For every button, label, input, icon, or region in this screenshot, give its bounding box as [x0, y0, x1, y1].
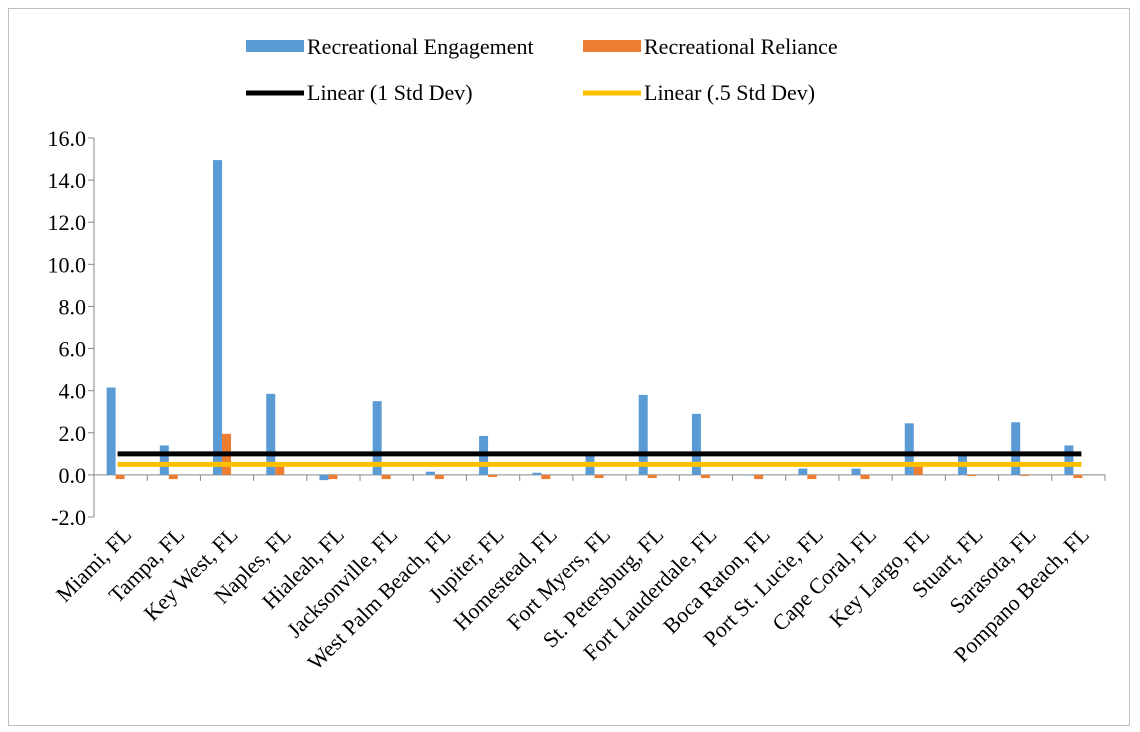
legend: Recreational Engagement Recreational Rel… — [246, 34, 838, 105]
legend-label-1-std-dev: Linear (1 Std Dev) — [307, 80, 473, 105]
legend-item-reliance: Recreational Reliance — [583, 34, 838, 59]
reliance-bar — [541, 474, 551, 480]
y-tick-label: 10.0 — [48, 252, 87, 277]
legend-swatch-reliance — [583, 40, 641, 52]
y-tick-label: 16.0 — [48, 126, 87, 151]
legend-label-half-std-dev: Linear (.5 Std Dev) — [644, 80, 815, 105]
engagement-bar — [213, 160, 223, 475]
reliance-bar — [488, 474, 498, 477]
reliance-bar — [913, 464, 923, 475]
legend-label-engagement: Recreational Engagement — [307, 34, 534, 59]
reliance-bar — [700, 474, 710, 479]
legend-label-reliance: Recreational Reliance — [644, 34, 838, 59]
reliance-bar — [328, 474, 338, 480]
engagement-bar — [1011, 422, 1021, 475]
reliance-bar — [860, 474, 870, 480]
y-tick-label: 4.0 — [59, 379, 87, 404]
reliance-bar — [1020, 474, 1030, 476]
y-tick-label: 8.0 — [59, 294, 87, 319]
engagement-bar — [638, 394, 648, 475]
y-tick-label: 14.0 — [48, 168, 87, 193]
engagement-bar — [798, 468, 808, 475]
legend-swatch-engagement — [246, 40, 304, 52]
engagement-bar — [745, 474, 755, 476]
reliance-bar — [754, 474, 764, 480]
y-tick-label: 6.0 — [59, 337, 87, 362]
trend-lines — [117, 451, 1082, 467]
engagement-bar — [159, 445, 169, 475]
y-tick-label: -2.0 — [51, 505, 86, 530]
bars — [106, 160, 1083, 481]
engagement-bar — [851, 468, 861, 475]
reliance-bar — [1073, 474, 1083, 479]
reliance-bar — [275, 464, 285, 475]
engagement-bar — [372, 401, 382, 475]
legend-item-engagement: Recreational Engagement — [246, 34, 534, 59]
reliance-bar — [807, 474, 817, 480]
engagement-bar — [1064, 445, 1074, 475]
reliance-bar — [434, 474, 444, 480]
engagement-bar — [266, 393, 276, 475]
reliance-bar — [168, 474, 178, 480]
reliance-bar — [594, 474, 604, 479]
engagement-bar — [319, 474, 329, 481]
engagement-bar — [106, 387, 116, 475]
reliance-bar — [381, 474, 391, 480]
y-tick-label: 12.0 — [48, 210, 87, 235]
legend-item-1-std-dev: Linear (1 Std Dev) — [246, 80, 473, 105]
engagement-bar — [691, 413, 701, 475]
reliance-bar — [966, 474, 976, 476]
y-axis: 16.0 14.0 12.0 10.0 8.0 6.0 4.0 2.0 0.0 -2.0 — [48, 126, 95, 530]
engagement-bar — [532, 472, 542, 475]
chart-frame — [8, 8, 1130, 726]
y-tick-label: 0.0 — [59, 463, 87, 488]
engagement-bar — [904, 423, 914, 475]
reliance-bar — [647, 474, 657, 479]
reliance-bar — [115, 474, 125, 480]
legend-item-half-std-dev: Linear (.5 Std Dev) — [583, 80, 815, 105]
engagement-bar — [425, 471, 435, 475]
y-tick-label: 2.0 — [59, 421, 87, 446]
